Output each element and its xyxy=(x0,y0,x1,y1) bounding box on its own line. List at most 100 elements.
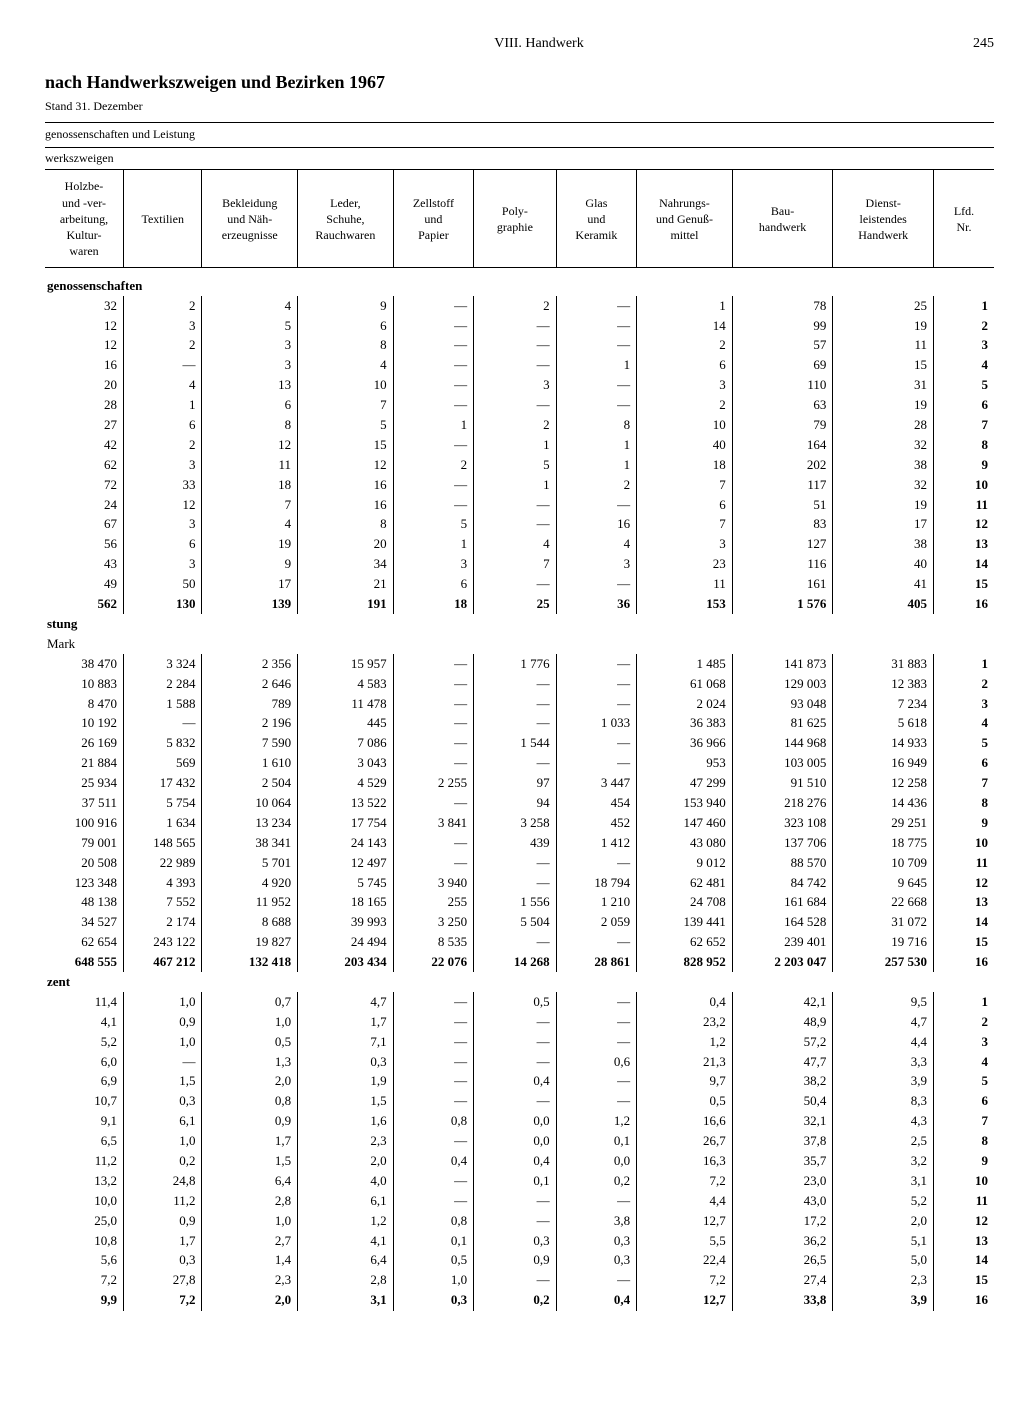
section-label: VIII. Handwerk xyxy=(105,35,973,53)
table-row: 13,224,86,44,0—0,10,27,223,03,110 xyxy=(45,1171,994,1191)
table-cell: 62 481 xyxy=(637,873,733,893)
table-cell: 38 470 xyxy=(45,654,123,674)
table-cell: — xyxy=(393,654,474,674)
table-cell: 5 xyxy=(934,734,994,754)
table-cell: 1,0 xyxy=(123,992,201,1012)
table-cell: 2 xyxy=(123,435,201,455)
table-cell: — xyxy=(556,1032,637,1052)
table-cell: 0,9 xyxy=(202,1112,298,1132)
table-cell: 2 xyxy=(637,396,733,416)
table-cell: 32 xyxy=(833,475,934,495)
table-cell: 2,0 xyxy=(298,1151,394,1171)
table-cell: — xyxy=(556,495,637,515)
table-cell: 2 xyxy=(637,336,733,356)
table-cell: 5,1 xyxy=(833,1231,934,1251)
table-cell: 88 570 xyxy=(732,853,833,873)
table-cell: 4,0 xyxy=(298,1171,394,1191)
table-cell: 5 754 xyxy=(123,793,201,813)
table-cell: 2,3 xyxy=(298,1132,394,1152)
table-cell: — xyxy=(556,336,637,356)
table-cell: 2 024 xyxy=(637,694,733,714)
table-cell: 12 xyxy=(202,435,298,455)
table-cell: 14 xyxy=(934,913,994,933)
table-row: 4,10,91,01,7———23,248,94,72 xyxy=(45,1012,994,1032)
table-cell: 15 xyxy=(934,1271,994,1291)
table-cell: 15 xyxy=(934,575,994,595)
table-cell: 63 xyxy=(732,396,833,416)
table-cell: 6 xyxy=(123,416,201,436)
table-cell: 13 522 xyxy=(298,793,394,813)
table-cell: 14 xyxy=(934,555,994,575)
table-cell: 161 xyxy=(732,575,833,595)
column-headers: Holzbe-und -ver-arbeitung,Kultur-warenTe… xyxy=(45,169,994,268)
table-cell: 37,8 xyxy=(732,1132,833,1152)
table-cell: 3 xyxy=(202,356,298,376)
column-header: Poly-graphie xyxy=(474,170,557,268)
table-cell: — xyxy=(393,1132,474,1152)
table-cell: 2 xyxy=(474,416,557,436)
table-cell: 5 618 xyxy=(833,714,934,734)
table-cell: 36 966 xyxy=(637,734,733,754)
table-row: 8 4701 58878911 478———2 02493 0487 2343 xyxy=(45,694,994,714)
total-cell: 33,8 xyxy=(732,1291,833,1311)
table-cell: — xyxy=(393,1052,474,1072)
table-cell: 49 xyxy=(45,575,123,595)
table-cell: 7,2 xyxy=(45,1271,123,1291)
table-cell: 3 250 xyxy=(393,913,474,933)
table-cell: 27,8 xyxy=(123,1271,201,1291)
total-cell: 648 555 xyxy=(45,953,123,973)
table-cell: 110 xyxy=(732,376,833,396)
table-cell: 21,3 xyxy=(637,1052,733,1072)
table-cell: 42,1 xyxy=(732,992,833,1012)
table-cell: 6,4 xyxy=(202,1171,298,1191)
total-cell: 132 418 xyxy=(202,953,298,973)
table-cell: 81 625 xyxy=(732,714,833,734)
subhead-2: werkszweigen xyxy=(45,151,994,170)
table-cell: 12 497 xyxy=(298,853,394,873)
total-cell: 0,3 xyxy=(393,1291,474,1311)
table-cell: 1 xyxy=(393,535,474,555)
table-cell: 17,2 xyxy=(732,1211,833,1231)
table-cell: 0,9 xyxy=(123,1012,201,1032)
table-row: 72331816—1271173210 xyxy=(45,475,994,495)
table-cell: 5 xyxy=(934,376,994,396)
table-cell: 0,8 xyxy=(393,1112,474,1132)
table-cell: 1 xyxy=(123,396,201,416)
table-cell: 4 393 xyxy=(123,873,201,893)
table-cell: 148 565 xyxy=(123,833,201,853)
table-cell: 21 884 xyxy=(45,754,123,774)
table-cell: — xyxy=(393,376,474,396)
table-cell: 164 528 xyxy=(732,913,833,933)
table-cell: 18 775 xyxy=(833,833,934,853)
table-cell: 5 701 xyxy=(202,853,298,873)
table-cell: 25 xyxy=(833,296,934,316)
table-cell: 1 776 xyxy=(474,654,557,674)
total-cell: 18 xyxy=(393,595,474,615)
table-cell: 2,7 xyxy=(202,1231,298,1251)
table-cell: — xyxy=(474,336,557,356)
column-header: ZellstoffundPapier xyxy=(393,170,474,268)
total-cell: 153 xyxy=(637,595,733,615)
table-cell: 0,0 xyxy=(474,1112,557,1132)
table-cell: 1,6 xyxy=(298,1112,394,1132)
table-cell: 6,4 xyxy=(298,1251,394,1271)
page-title: nach Handwerkszweigen und Bezirken 1967 xyxy=(45,71,994,94)
table-cell: 1,5 xyxy=(202,1151,298,1171)
table-cell: 6,0 xyxy=(45,1052,123,1072)
table-cell: 6 xyxy=(934,1092,994,1112)
table-cell: — xyxy=(474,1211,557,1231)
table-cell: — xyxy=(393,1191,474,1211)
total-cell: 12,7 xyxy=(637,1291,733,1311)
table-cell: 16,3 xyxy=(637,1151,733,1171)
table-cell: 12 xyxy=(934,1211,994,1231)
table-cell: 16 949 xyxy=(833,754,934,774)
column-header: Bau-handwerk xyxy=(732,170,833,268)
total-cell: 14 268 xyxy=(474,953,557,973)
table-cell: 1,0 xyxy=(202,1012,298,1032)
table-cell: 12 xyxy=(123,495,201,515)
table-cell: 1,0 xyxy=(393,1271,474,1291)
table-cell: 0,2 xyxy=(123,1151,201,1171)
total-cell: 130 xyxy=(123,595,201,615)
table-row: 20 50822 9895 70112 497———9 01288 57010 … xyxy=(45,853,994,873)
table-cell: 48 138 xyxy=(45,893,123,913)
